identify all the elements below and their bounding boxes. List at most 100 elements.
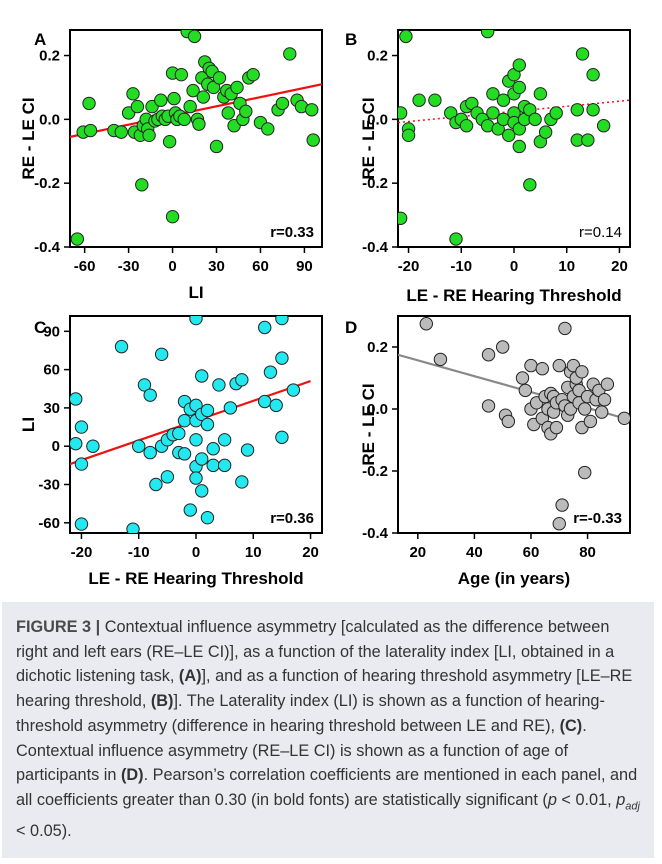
data-point — [239, 104, 253, 119]
data-point — [481, 399, 496, 413]
data-point — [195, 369, 209, 383]
panel-label: A — [34, 30, 46, 49]
data-point — [186, 83, 200, 98]
data-point — [535, 362, 549, 376]
correlation-annotation: r=0.36 — [270, 510, 314, 527]
data-point — [189, 471, 203, 485]
plot-frame — [397, 315, 631, 534]
y-tick-label: 30 — [43, 400, 60, 417]
data-point — [575, 365, 589, 379]
data-point — [177, 447, 192, 461]
x-tick-label: 20 — [611, 258, 628, 275]
data-point — [114, 125, 128, 139]
x-tick-label: 10 — [245, 544, 262, 561]
data-point — [502, 128, 516, 143]
caption-text-3: ]. The Laterality index (LI) is shown as… — [16, 692, 605, 735]
data-point — [433, 352, 448, 367]
y-axis-label: RE - LE CI — [359, 97, 378, 179]
data-point — [399, 30, 413, 44]
x-tick-label: -10 — [128, 544, 150, 561]
x-tick-label: 60 — [523, 544, 540, 561]
data-point — [495, 340, 510, 354]
data-point — [549, 420, 564, 435]
caption-ref-a: (A) — [178, 667, 202, 686]
data-point — [74, 420, 89, 434]
x-tick-label: -60 — [74, 258, 96, 275]
y-tick-label: 60 — [43, 362, 60, 379]
data-point — [183, 503, 197, 517]
data-point — [275, 351, 289, 365]
x-tick-label: -30 — [118, 258, 140, 275]
data-point — [578, 465, 592, 480]
y-tick-label: -0.4 — [34, 239, 61, 256]
panel-d: D 20 40 60 80 -0.4 -0.2 0.0 0.2 Age (in years) RE … — [345, 315, 631, 588]
caption-ref-d: (D) — [120, 766, 144, 785]
data-point — [428, 93, 442, 107]
panel-a: A -60 -30 0 30 60 90 -0.4 -0.2 0.0 0.2 LI RE - LE CI… — [19, 29, 323, 302]
data-point — [518, 383, 533, 398]
y-tick-label: 0.2 — [39, 48, 60, 65]
data-point — [275, 96, 290, 111]
data-point — [172, 426, 186, 441]
y-tick-label: 0.2 — [367, 48, 388, 65]
data-point — [597, 393, 612, 407]
data-point — [558, 321, 572, 336]
data-point — [486, 106, 500, 120]
data-point — [83, 123, 98, 138]
data-point — [206, 442, 220, 456]
data-point — [70, 392, 83, 406]
data-point — [82, 96, 96, 111]
x-tick-label: 20 — [409, 544, 426, 561]
panel-b: B -20 -10 0 10 20 -0.4 -0.2 0.0 0.2 LE - RE Hearin… — [345, 29, 631, 305]
data-point — [449, 232, 463, 246]
y-tick-label: 0.2 — [367, 339, 388, 356]
figure-panels: A -60 -30 0 30 60 90 -0.4 -0.2 0.0 0.2 LI RE - LE CI… — [19, 29, 631, 588]
data-point — [143, 445, 157, 460]
data-point — [258, 320, 272, 335]
y-tick-label: -0.2 — [362, 463, 388, 480]
data-point — [167, 91, 181, 106]
data-point — [221, 106, 235, 120]
data-point — [143, 388, 157, 402]
figure-caption: FIGURE 3 | Contextual influence asymmetr… — [2, 602, 654, 858]
data-point — [162, 134, 177, 149]
data-point — [212, 378, 226, 392]
data-point — [286, 383, 301, 397]
data-point — [200, 510, 215, 525]
data-point — [398, 211, 408, 225]
data-point — [206, 80, 221, 95]
data-point — [524, 358, 538, 373]
data-point — [195, 484, 209, 498]
data-point — [596, 119, 611, 133]
x-tick-label: 90 — [296, 258, 313, 275]
caption-p-symbol: p — [547, 790, 557, 809]
data-point — [412, 93, 426, 107]
data-point — [269, 398, 283, 413]
y-tick-label: -0.4 — [362, 525, 389, 542]
data-point — [398, 106, 408, 120]
data-point — [132, 439, 146, 453]
data-point — [74, 517, 89, 531]
data-point — [549, 106, 563, 120]
data-point — [595, 405, 609, 419]
data-point — [209, 139, 224, 154]
data-point — [70, 232, 85, 246]
data-point — [538, 125, 553, 139]
data-point — [165, 209, 180, 224]
caption-paragraph: FIGURE 3 | Contextual influence asymmetr… — [16, 615, 640, 844]
y-tick-label: 90 — [43, 323, 60, 340]
plot-area — [398, 317, 630, 531]
data-point — [586, 103, 600, 117]
y-tick-label: 0.0 — [367, 111, 388, 128]
plot-area — [70, 30, 322, 246]
data-point — [552, 358, 566, 373]
data-point — [70, 436, 83, 451]
data-point — [512, 80, 526, 95]
x-tick-label: 60 — [252, 258, 269, 275]
data-point — [187, 30, 202, 44]
data-point — [126, 87, 140, 101]
data-point — [177, 413, 192, 428]
data-point — [305, 103, 319, 117]
data-point — [263, 365, 278, 379]
data-point — [575, 47, 590, 61]
